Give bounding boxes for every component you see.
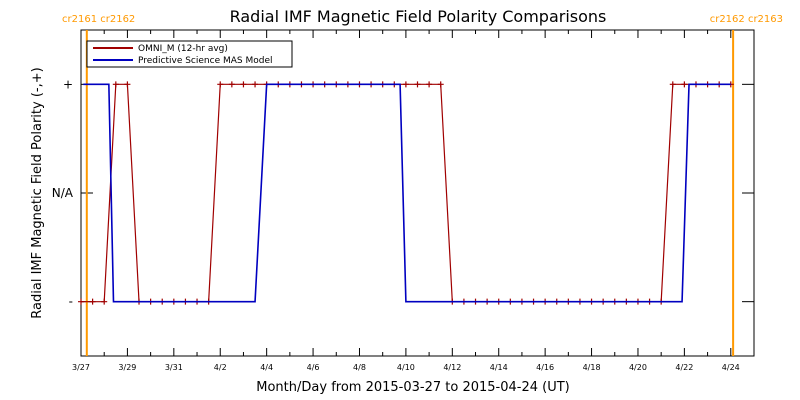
x-tick-labels: 3/27 3/29 3/31 4/2 4/4 4/6 4/8 4/10 4/12 4/14 4/16… — [72, 363, 740, 372]
x-tick-label: 4/22 — [675, 363, 693, 372]
x-tick-label: 4/12 — [443, 363, 461, 372]
x-tick-label: 4/24 — [722, 363, 740, 372]
x-tick-label: 4/2 — [214, 363, 227, 372]
series-line-omni — [81, 83, 731, 303]
omni-data-point — [252, 81, 259, 88]
x-axis-label: Month/Day from 2015-03-27 to 2015-04-24 … — [256, 380, 569, 395]
series-layer — [78, 81, 734, 305]
x-tick-label: 4/6 — [307, 363, 320, 372]
omni-data-point — [78, 298, 84, 305]
omni-data-point — [681, 81, 688, 88]
axis-ticks — [80, 30, 755, 356]
omni-data-point — [437, 81, 444, 88]
omni-data-point — [402, 81, 409, 88]
chart-title: Radial IMF Magnetic Field Polarity Compa… — [230, 7, 607, 26]
plot-frame — [80, 29, 755, 357]
omni-data-point — [414, 81, 421, 88]
omni-data-point — [101, 298, 108, 305]
x-tick-label: 4/18 — [583, 363, 601, 372]
x-tick-label: 3/27 — [72, 363, 90, 372]
legend-box — [86, 40, 293, 68]
y-axis-label: Radial IMF Magnetic Field Polarity (-,+) — [30, 67, 45, 318]
omni-data-point — [426, 81, 433, 88]
series-line-mas — [83, 83, 731, 303]
legend-label-omni: OMNI_M (12-hr avg) — [138, 44, 228, 54]
omni-data-point — [228, 81, 235, 88]
x-tick-label: 4/10 — [397, 363, 415, 372]
x-tick-label: 4/4 — [260, 363, 273, 372]
carrington-marker-label: cr2161 cr2162 — [62, 14, 135, 25]
omni-data-point — [89, 298, 96, 305]
legend: OMNI_M (12-hr avg) Predictive Science MA… — [86, 40, 293, 68]
omni-data-point — [669, 81, 676, 88]
x-tick-label: 4/8 — [353, 363, 366, 372]
x-tick-label: 3/29 — [118, 363, 136, 372]
x-tick-label: 4/16 — [536, 363, 554, 372]
legend-label-mas: Predictive Science MAS Model — [138, 56, 273, 66]
carrington-marker-label: cr2162 cr2163 — [710, 14, 783, 25]
omni-data-point — [112, 81, 119, 88]
omni-data-point — [240, 81, 247, 88]
omni-data-point — [124, 81, 131, 88]
y-tick-label: - — [69, 295, 73, 309]
x-tick-label: 4/20 — [629, 363, 647, 372]
omni-data-point — [217, 81, 224, 88]
y-tick-labels: + N/A - — [52, 77, 74, 308]
y-tick-label: N/A — [52, 186, 74, 200]
x-tick-label: 3/31 — [165, 363, 183, 372]
y-tick-label: + — [63, 77, 73, 91]
x-tick-label: 4/14 — [490, 363, 508, 372]
